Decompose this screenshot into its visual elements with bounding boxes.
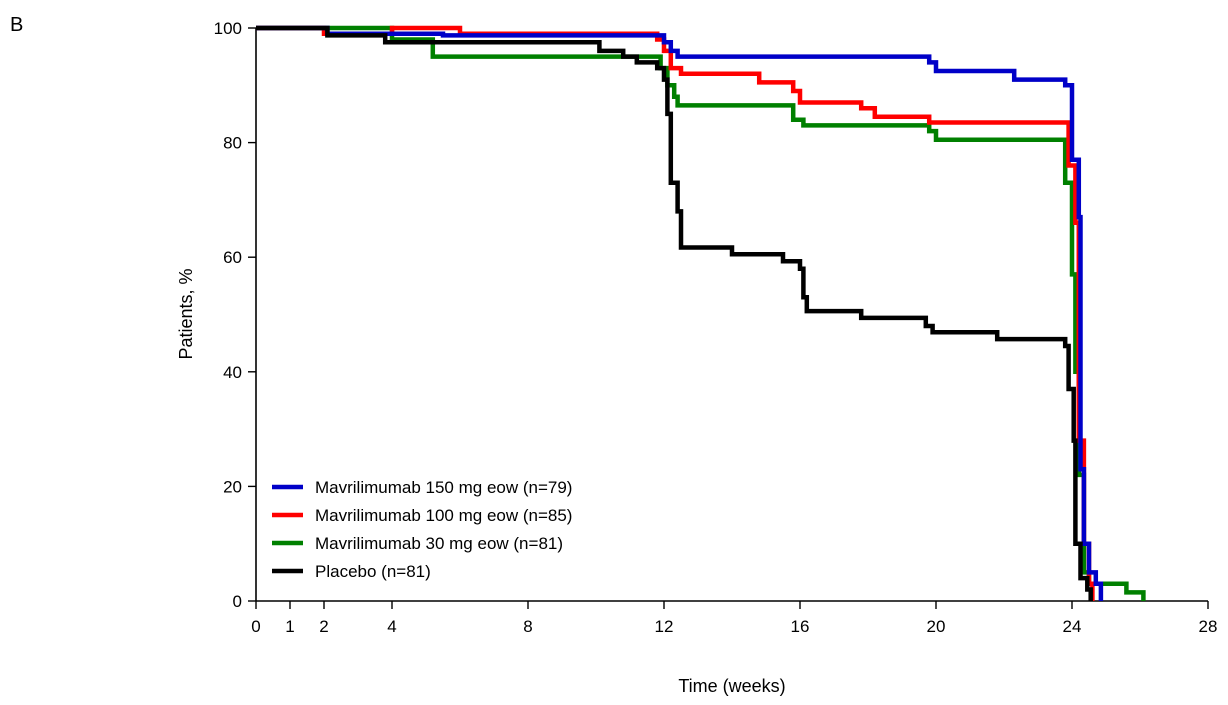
series-line-3 [256,25,1093,601]
y-tick-label: 100 [214,19,242,38]
x-tick-label: 0 [251,617,260,636]
y-axis-label: Patients, % [176,268,196,359]
y-tick-label: 20 [223,477,242,496]
legend-label: Placebo (n=81) [315,562,431,581]
x-tick-label: 8 [523,617,532,636]
x-tick-label: 24 [1063,617,1082,636]
legend-label: Mavrilimumab 100 mg eow (n=85) [315,506,572,525]
x-tick-label: 12 [655,617,674,636]
panel-label: B [10,14,24,36]
y-tick-label: 0 [233,592,242,611]
x-axis-label: Time (weeks) [678,676,785,696]
x-tick-label: 28 [1199,617,1218,636]
legend-label: Mavrilimumab 150 mg eow (n=79) [315,478,572,497]
x-tick-label: 1 [285,617,294,636]
legend-label: Mavrilimumab 30 mg eow (n=81) [315,534,563,553]
x-tick-label: 2 [319,617,328,636]
y-tick-label: 60 [223,248,242,267]
y-tick-label: 80 [223,134,242,153]
series-line-0 [256,25,1104,601]
x-tick-label: 16 [791,617,810,636]
y-tick-label: 40 [223,363,242,382]
x-tick-label: 4 [387,617,396,636]
x-tick-label: 20 [927,617,946,636]
